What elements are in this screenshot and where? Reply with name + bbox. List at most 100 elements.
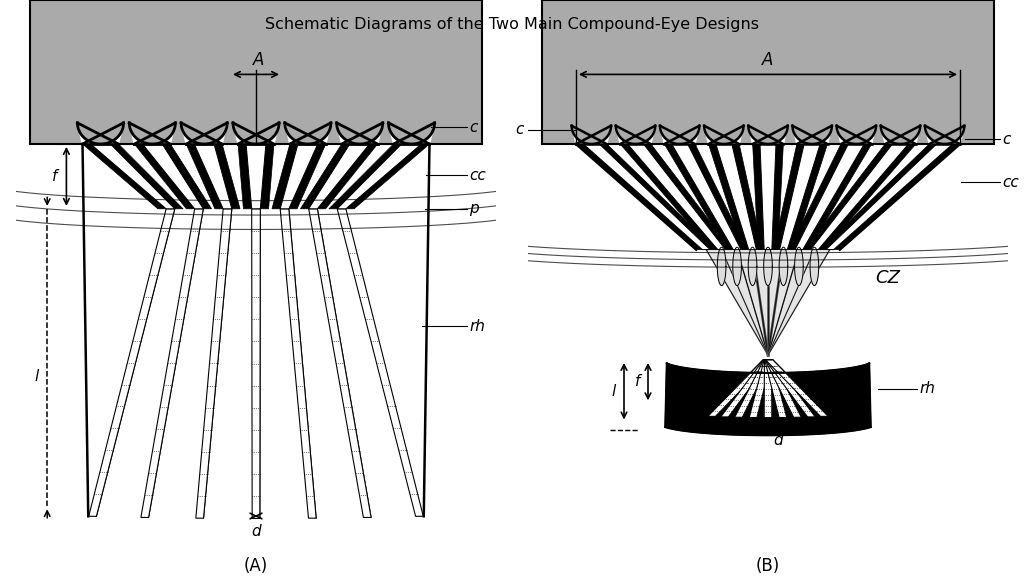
Polygon shape	[238, 144, 274, 209]
Text: (A): (A)	[244, 558, 268, 575]
Polygon shape	[300, 144, 378, 209]
Polygon shape	[811, 144, 908, 249]
Polygon shape	[584, 144, 710, 249]
Polygon shape	[837, 126, 876, 144]
Polygon shape	[281, 209, 316, 518]
Text: (B): (B)	[756, 558, 780, 575]
Polygon shape	[665, 144, 748, 249]
Polygon shape	[337, 144, 422, 209]
Text: l: l	[611, 384, 615, 399]
Polygon shape	[134, 144, 212, 209]
Polygon shape	[820, 144, 959, 249]
Polygon shape	[281, 144, 317, 209]
Text: A: A	[762, 51, 774, 69]
Polygon shape	[78, 123, 124, 144]
Polygon shape	[142, 144, 204, 209]
Text: f: f	[635, 374, 640, 389]
Text: Schematic Diagrams of the Two Main Compound-Eye Designs: Schematic Diagrams of the Two Main Compo…	[265, 17, 759, 32]
Polygon shape	[388, 123, 434, 144]
Polygon shape	[621, 144, 731, 249]
Polygon shape	[196, 209, 231, 518]
Polygon shape	[881, 126, 921, 144]
Polygon shape	[764, 247, 772, 286]
Polygon shape	[707, 249, 829, 355]
Polygon shape	[766, 360, 828, 416]
Polygon shape	[577, 144, 716, 249]
Text: cc: cc	[469, 168, 485, 183]
Polygon shape	[141, 209, 204, 517]
Polygon shape	[753, 144, 783, 249]
Polygon shape	[795, 247, 803, 286]
Polygon shape	[615, 126, 655, 144]
Polygon shape	[718, 247, 726, 286]
Polygon shape	[129, 123, 175, 144]
Polygon shape	[252, 209, 260, 518]
Polygon shape	[749, 247, 757, 286]
Polygon shape	[750, 360, 771, 418]
Polygon shape	[708, 360, 770, 416]
Polygon shape	[788, 144, 871, 249]
Text: rh: rh	[920, 381, 935, 396]
Bar	[543, 0, 993, 144]
Polygon shape	[89, 209, 175, 516]
Polygon shape	[246, 144, 266, 209]
Polygon shape	[749, 360, 771, 418]
Polygon shape	[765, 360, 815, 417]
Polygon shape	[672, 144, 741, 249]
Text: A: A	[253, 51, 264, 69]
Polygon shape	[308, 209, 371, 517]
Polygon shape	[765, 360, 802, 417]
Text: l: l	[35, 369, 39, 384]
Polygon shape	[779, 247, 787, 286]
Polygon shape	[628, 144, 725, 249]
Text: c: c	[1002, 132, 1011, 147]
Polygon shape	[232, 123, 279, 144]
Polygon shape	[734, 360, 771, 417]
Text: rh: rh	[469, 319, 485, 334]
Polygon shape	[720, 360, 771, 417]
Polygon shape	[329, 144, 429, 209]
Polygon shape	[765, 360, 802, 417]
Text: cc: cc	[1002, 175, 1019, 190]
Polygon shape	[766, 360, 828, 416]
Polygon shape	[805, 144, 915, 249]
Polygon shape	[708, 360, 770, 416]
Polygon shape	[660, 126, 699, 144]
Text: p: p	[469, 201, 479, 217]
Text: f: f	[52, 169, 57, 184]
Polygon shape	[779, 144, 820, 249]
Polygon shape	[765, 360, 816, 417]
Polygon shape	[337, 209, 423, 516]
Polygon shape	[195, 144, 231, 209]
Polygon shape	[760, 144, 776, 249]
Polygon shape	[186, 144, 240, 209]
Polygon shape	[810, 247, 819, 286]
Polygon shape	[285, 123, 331, 144]
Polygon shape	[666, 363, 870, 435]
Polygon shape	[716, 144, 757, 249]
Polygon shape	[571, 126, 611, 144]
Polygon shape	[337, 123, 383, 144]
Polygon shape	[773, 144, 827, 249]
Text: CZ: CZ	[876, 270, 900, 287]
Polygon shape	[765, 360, 787, 418]
Polygon shape	[705, 126, 743, 144]
Polygon shape	[826, 144, 952, 249]
Text: c: c	[469, 120, 477, 135]
Text: d: d	[251, 524, 261, 539]
Polygon shape	[734, 360, 771, 417]
Polygon shape	[793, 126, 831, 144]
Polygon shape	[90, 144, 175, 209]
Text: d: d	[774, 433, 783, 448]
Polygon shape	[795, 144, 864, 249]
Bar	[31, 0, 481, 144]
Polygon shape	[308, 144, 370, 209]
Polygon shape	[272, 144, 326, 209]
Polygon shape	[925, 126, 965, 144]
Polygon shape	[765, 360, 786, 418]
Polygon shape	[83, 144, 183, 209]
Polygon shape	[764, 360, 772, 418]
Text: c: c	[515, 122, 523, 137]
Polygon shape	[721, 360, 771, 417]
Polygon shape	[764, 360, 772, 418]
